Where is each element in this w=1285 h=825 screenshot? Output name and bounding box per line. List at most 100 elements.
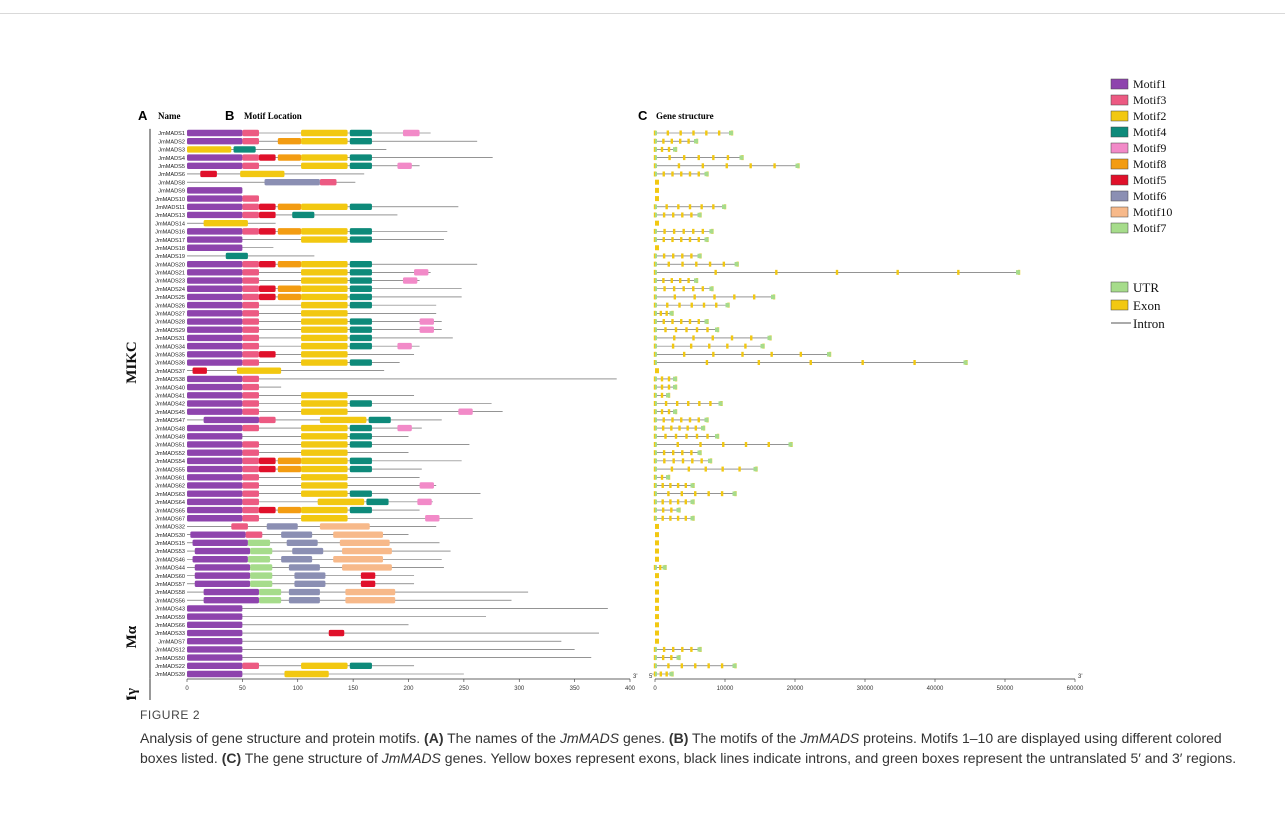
- exon-box: [672, 646, 675, 652]
- motif-box: [187, 211, 243, 219]
- utr-box: [666, 393, 670, 398]
- motif-box: [360, 580, 376, 588]
- exon-box: [757, 360, 761, 366]
- motif-box: [187, 670, 243, 678]
- exon-box: [690, 212, 693, 218]
- gene-name: JmMADS13: [155, 213, 185, 219]
- exon-box: [687, 466, 691, 472]
- exon-box: [655, 179, 659, 185]
- motif-box: [301, 154, 348, 161]
- motif-box: [242, 375, 259, 383]
- exon-box: [726, 155, 730, 161]
- exon-box: [659, 310, 663, 316]
- motif-box: [187, 662, 243, 670]
- motif-box: [349, 269, 372, 276]
- legend-swatch: [1110, 174, 1129, 186]
- motif-box: [277, 203, 302, 210]
- exon-box: [663, 228, 666, 234]
- exon-box: [730, 335, 734, 341]
- motif-box: [187, 441, 243, 448]
- exon-box: [688, 319, 692, 325]
- exon-box: [896, 269, 899, 275]
- exon-box: [684, 499, 687, 505]
- gene-structure-panel: [653, 130, 1021, 677]
- gene-name: JmMADS37: [155, 369, 185, 375]
- exon-box: [744, 343, 747, 349]
- motif-box: [292, 211, 315, 219]
- legend-label: UTR: [1133, 280, 1159, 295]
- utr-box: [655, 417, 657, 423]
- utr-box: [655, 270, 657, 275]
- motif-box: [242, 408, 259, 415]
- panel-a-title: Name: [158, 111, 181, 121]
- panel-a-letter: A: [138, 108, 148, 123]
- utr-box: [694, 278, 698, 283]
- motif-box: [194, 572, 251, 579]
- exon-box: [681, 212, 684, 218]
- exon-box: [715, 302, 718, 308]
- utr-box: [655, 302, 657, 308]
- gene-name: JmMADS34: [155, 344, 185, 350]
- exon-box: [672, 253, 675, 259]
- exon-box: [661, 507, 665, 513]
- motif-box: [349, 154, 372, 161]
- exon-box: [671, 171, 674, 177]
- motif-box: [301, 465, 348, 473]
- motif-box: [258, 293, 276, 301]
- motif-box: [187, 301, 243, 309]
- motif-box: [301, 293, 348, 301]
- gene-name: JmMADS19: [155, 254, 185, 260]
- utr-box: [655, 442, 657, 447]
- motif-box: [258, 457, 276, 465]
- motif-box: [301, 236, 348, 243]
- gene-name: JmMADS63: [155, 492, 185, 498]
- exon-box: [676, 482, 680, 488]
- legend-swatch: [1110, 126, 1129, 138]
- motif-box: [242, 211, 259, 219]
- exon-box: [713, 294, 716, 300]
- utr-box: [729, 130, 733, 136]
- exon-box: [662, 646, 666, 652]
- utr-box: [655, 147, 657, 152]
- utr-box: [676, 655, 681, 660]
- utr-box: [655, 647, 657, 652]
- exon-box: [684, 515, 687, 521]
- motif-box: [242, 301, 259, 309]
- motif-box: [242, 334, 259, 342]
- motif-box: [187, 244, 243, 251]
- motif-box: [187, 498, 243, 506]
- gene-name: JmMADS18: [155, 246, 185, 252]
- exon-box: [701, 163, 705, 169]
- gene-name: JmMADS2: [158, 139, 185, 145]
- motif-box: [242, 260, 259, 268]
- exon-box: [655, 523, 659, 529]
- exon-box: [725, 163, 728, 169]
- gene-name: JmMADS32: [155, 525, 185, 531]
- exon-box: [688, 417, 692, 423]
- motif-box: [339, 539, 390, 547]
- motif-box: [242, 392, 259, 399]
- utr-box: [673, 409, 677, 414]
- motif-box: [333, 531, 384, 538]
- gene-name: JmMADS48: [155, 426, 185, 432]
- legend-swatch: [1110, 299, 1129, 311]
- utr-box: [655, 475, 657, 480]
- exon-box: [669, 515, 672, 521]
- exon-box: [695, 327, 699, 333]
- utr-box: [715, 434, 719, 439]
- utr-box: [701, 425, 705, 431]
- exon-box: [688, 171, 692, 177]
- exon-box: [667, 384, 671, 390]
- motif-box: [284, 670, 329, 678]
- motif-box: [360, 572, 376, 579]
- motif-box: [301, 137, 348, 145]
- motif-box: [187, 613, 243, 620]
- gene-name: JmMADS6: [158, 172, 185, 178]
- caption: FIGURE 2 Analysis of gene structure and …: [140, 708, 1260, 768]
- motif-axis-tick-label: 100: [293, 686, 304, 692]
- exon-box: [655, 556, 659, 562]
- motif-box: [258, 506, 276, 514]
- motif-box: [366, 498, 389, 506]
- motif-box: [349, 228, 372, 235]
- motif-box: [242, 490, 259, 497]
